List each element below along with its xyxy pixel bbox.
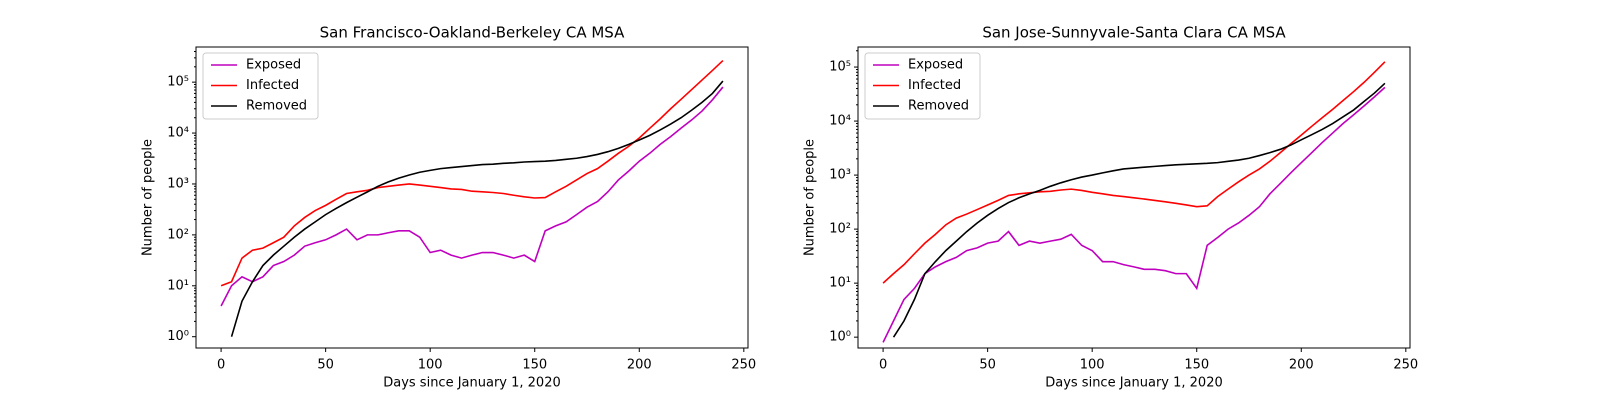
legend-label: Removed [246, 99, 307, 114]
y-tick-label: 10⁵ [167, 75, 189, 90]
legend-label: Exposed [246, 58, 301, 73]
x-tick-label: 200 [627, 358, 652, 373]
series-line [882, 86, 1386, 343]
y-tick-label: 10³ [829, 168, 851, 183]
x-tick-label: 100 [1080, 358, 1105, 373]
y-tick-label: 10¹ [167, 278, 189, 293]
plot-area [220, 60, 724, 337]
x-tick-label: 50 [979, 358, 996, 373]
x-axis-label: Days since January 1, 2020 [1045, 376, 1223, 391]
legend-box [864, 52, 981, 120]
series-line [220, 86, 724, 307]
y-tick-label: 10³ [167, 176, 189, 191]
chart-title: San Jose-Sunnyvale-Santa Clara CA MSA [982, 24, 1286, 42]
plot-area [882, 61, 1386, 343]
x-tick-label: 250 [731, 358, 756, 373]
legend-label: Infected [246, 78, 299, 93]
legend-box [202, 52, 319, 120]
y-tick-label: 10¹ [829, 276, 851, 291]
series-line [220, 60, 724, 287]
axes-frame [195, 46, 749, 349]
y-axis-label: Number of people [803, 139, 818, 256]
x-tick-label: 50 [317, 358, 334, 373]
legend-label: Removed [908, 99, 969, 114]
series-line [892, 82, 1386, 338]
y-tick-label: 10² [829, 222, 851, 237]
chart-title: San Francisco-Oakland-Berkeley CA MSA [320, 24, 625, 42]
x-tick-label: 0 [879, 358, 887, 373]
x-tick-label: 150 [1184, 358, 1209, 373]
series-line [882, 61, 1386, 284]
legend-label: Infected [908, 78, 961, 93]
y-tick-label: 10⁵ [829, 60, 851, 75]
y-tick-label: 10⁰ [829, 330, 851, 345]
axes-frame [857, 46, 1411, 349]
chart: San Francisco-Oakland-Berkeley CA MSA Day… [141, 24, 757, 391]
y-tick-label: 10² [167, 227, 189, 242]
legend: Exposed Infected Removed [202, 52, 319, 120]
y-axis-label: Number of people [141, 139, 156, 256]
legend: Exposed Infected Removed [864, 52, 981, 120]
y-tick-label: 10⁰ [167, 329, 189, 344]
chart: San Jose-Sunnyvale-Santa Clara CA MSA Day… [803, 24, 1419, 391]
x-axis-label: Days since January 1, 2020 [383, 376, 561, 391]
legend-label: Exposed [908, 58, 963, 73]
y-tick-label: 10⁴ [167, 126, 189, 141]
x-tick-label: 150 [522, 358, 547, 373]
x-tick-label: 0 [217, 358, 225, 373]
x-tick-label: 100 [418, 358, 443, 373]
x-tick-label: 250 [1393, 358, 1418, 373]
y-tick-label: 10⁴ [829, 114, 851, 129]
series-line [230, 80, 724, 337]
x-tick-label: 200 [1289, 358, 1314, 373]
